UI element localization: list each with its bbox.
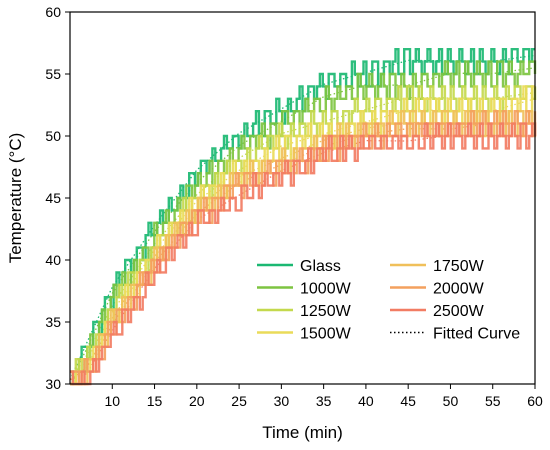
y-tick-label: 30: [45, 376, 61, 392]
x-tick-label: 60: [527, 393, 543, 409]
legend-label-1250W: 1250W: [300, 303, 352, 320]
y-tick-label: 50: [45, 128, 61, 144]
x-axis-label: Time (min): [262, 423, 343, 442]
x-tick-label: 30: [274, 393, 290, 409]
legend-label-Fitted Curve: Fitted Curve: [433, 326, 520, 343]
x-tick-label: 45: [400, 393, 416, 409]
x-tick-label: 55: [485, 393, 501, 409]
y-tick-label: 40: [45, 252, 61, 268]
legend-label-1000W: 1000W: [300, 281, 352, 298]
y-tick-label: 55: [45, 66, 61, 82]
legend: Glass 1000W 1250W 1500W 1750W 2000W 2500W Fitte…: [257, 258, 520, 343]
x-tick-label: 50: [443, 393, 459, 409]
legend-label-1750W: 1750W: [433, 258, 485, 275]
series-lines: [70, 48, 537, 386]
x-tick-label: 25: [231, 393, 247, 409]
y-axis-label: Temperature (°C): [6, 133, 25, 264]
x-tick-label: 40: [358, 393, 374, 409]
x-tick-label: 35: [316, 393, 332, 409]
legend-label-2000W: 2000W: [433, 281, 485, 298]
legend-label-2500W: 2500W: [433, 303, 485, 320]
y-tick-label: 35: [45, 314, 61, 330]
y-axis-ticks: 30 35 40 45 50 55 60: [45, 4, 70, 392]
x-tick-label: 15: [147, 393, 163, 409]
x-axis-ticks: 10 15 20 25 30 35 40 45 50 55 60: [104, 384, 543, 409]
legend-label-1500W: 1500W: [300, 326, 352, 343]
x-tick-label: 20: [189, 393, 205, 409]
series-line-2500W: [70, 122, 537, 386]
series-line-1000W: [70, 60, 537, 386]
y-tick-label: 60: [45, 4, 61, 20]
x-tick-label: 10: [104, 393, 120, 409]
y-tick-label: 45: [45, 190, 61, 206]
legend-label-Glass: Glass: [300, 258, 341, 275]
